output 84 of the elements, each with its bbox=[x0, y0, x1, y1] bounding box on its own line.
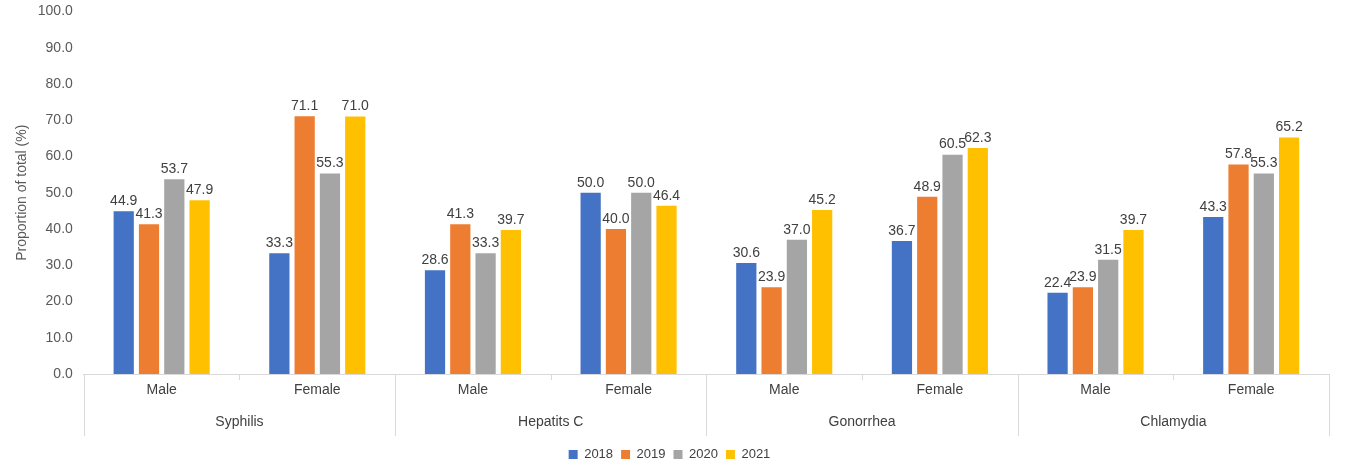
y-tick-label: 50.0 bbox=[45, 183, 74, 200]
x-tick-label: Female bbox=[1227, 381, 1275, 398]
x-tick-label: Female bbox=[293, 381, 341, 398]
bar bbox=[1072, 287, 1093, 374]
text: Chlamydia bbox=[1140, 412, 1207, 429]
bar bbox=[113, 211, 134, 374]
bar bbox=[1047, 292, 1068, 374]
bar bbox=[917, 196, 938, 374]
x-tick-label: Male bbox=[457, 381, 489, 398]
bar bbox=[1228, 164, 1249, 374]
x-tick-label: Male bbox=[146, 381, 178, 398]
y-tick-label: 0.0 bbox=[53, 364, 74, 381]
bar bbox=[631, 192, 652, 374]
y-tick-label: 20.0 bbox=[45, 292, 74, 309]
bar bbox=[345, 116, 366, 374]
y-tick-label: 90.0 bbox=[45, 38, 74, 55]
data-label: 43.3 bbox=[1199, 197, 1228, 214]
bar bbox=[138, 224, 160, 374]
legend-label: 2019 bbox=[636, 446, 666, 462]
data-label: 39.7 bbox=[1119, 210, 1148, 227]
data-label: 31.5 bbox=[1094, 240, 1123, 257]
data-label: 39.7 bbox=[497, 210, 525, 227]
bar bbox=[1203, 216, 1224, 374]
bar bbox=[580, 192, 601, 374]
data-label: 37.0 bbox=[783, 220, 811, 237]
bar bbox=[761, 287, 782, 374]
bar bbox=[450, 224, 471, 374]
bar bbox=[967, 148, 988, 374]
x-tick-label: Male bbox=[1080, 381, 1111, 398]
x-tick-label: Male bbox=[769, 381, 800, 398]
bar bbox=[500, 230, 521, 374]
data-label: 23.9 bbox=[757, 268, 786, 285]
data-label: 33.3 bbox=[265, 234, 294, 251]
bar bbox=[189, 200, 210, 374]
bar bbox=[269, 253, 290, 374]
x-tick-label: Female bbox=[916, 381, 964, 398]
data-label: 71.1 bbox=[291, 97, 319, 114]
y-axis-title: Proportion of total (%) bbox=[13, 124, 30, 261]
y-tick-label: 10.0 bbox=[45, 328, 74, 345]
bar bbox=[1279, 137, 1300, 374]
data-label: 40.0 bbox=[602, 209, 630, 226]
bar bbox=[1253, 173, 1274, 374]
text: Gonorrhea bbox=[828, 412, 896, 429]
data-label: 47.9 bbox=[185, 181, 214, 198]
bar bbox=[942, 154, 963, 374]
bar bbox=[786, 239, 807, 374]
data-label: 28.6 bbox=[421, 251, 449, 268]
legend-label: 2018 bbox=[584, 446, 614, 462]
bar bbox=[319, 173, 341, 374]
data-label: 36.7 bbox=[888, 221, 916, 238]
bar bbox=[1098, 259, 1119, 374]
data-label: 41.3 bbox=[135, 205, 163, 222]
data-label: 41.3 bbox=[446, 205, 475, 222]
y-tick-label: 40.0 bbox=[45, 219, 74, 236]
bar bbox=[605, 228, 627, 374]
bar bbox=[891, 240, 913, 374]
data-label: 65.2 bbox=[1275, 118, 1303, 135]
y-tick-label: 30.0 bbox=[45, 256, 74, 273]
legend-label: 2021 bbox=[741, 446, 771, 462]
bar bbox=[294, 116, 315, 374]
data-label: 50.0 bbox=[577, 173, 605, 190]
x-tick-label: Female bbox=[605, 381, 653, 398]
bar bbox=[812, 210, 833, 374]
text: Syphilis bbox=[215, 412, 264, 429]
bar bbox=[1123, 230, 1144, 374]
data-label: 48.9 bbox=[913, 177, 942, 194]
text: Hepatits C bbox=[518, 412, 584, 429]
y-tick-label: 70.0 bbox=[45, 111, 74, 128]
data-label: 30.6 bbox=[732, 243, 761, 260]
data-label: 53.7 bbox=[160, 160, 189, 177]
bar bbox=[736, 263, 757, 374]
data-label: 71.0 bbox=[341, 97, 370, 114]
legend-label: 2020 bbox=[689, 446, 718, 462]
data-label: 45.2 bbox=[808, 190, 837, 207]
y-tick-label: 60.0 bbox=[45, 147, 74, 164]
data-label: 55.3 bbox=[316, 154, 344, 171]
data-label: 33.3 bbox=[471, 234, 500, 251]
bar bbox=[424, 270, 446, 374]
bar bbox=[475, 253, 496, 374]
data-label: 44.9 bbox=[110, 192, 138, 209]
y-tick-label: 80.0 bbox=[45, 74, 74, 91]
y-tick-label: 100.0 bbox=[37, 2, 74, 19]
bar bbox=[164, 179, 185, 374]
bar bbox=[656, 205, 677, 374]
